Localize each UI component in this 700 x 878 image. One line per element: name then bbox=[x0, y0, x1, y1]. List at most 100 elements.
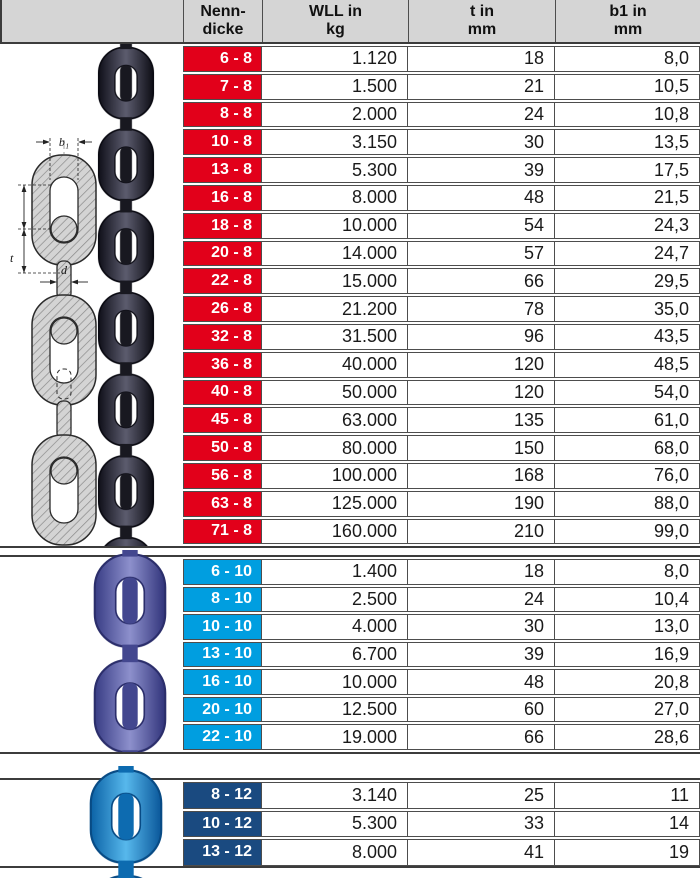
t-cell: 39 bbox=[408, 641, 555, 668]
wll-cell: 4.000 bbox=[262, 614, 408, 640]
table-row: 16 - 10 10.000 48 20,8 bbox=[183, 669, 700, 695]
size-cell: 16 - 8 bbox=[183, 184, 262, 211]
table-row: 10 - 12 5.300 33 14 bbox=[183, 810, 700, 838]
table-row: 32 - 8 31.500 96 43,5 bbox=[183, 323, 700, 350]
size-cell: 22 - 8 bbox=[183, 268, 262, 295]
b1-cell: 16,9 bbox=[555, 641, 700, 668]
size-cell: 40 - 8 bbox=[183, 379, 262, 406]
table-row: 10 - 10 4.000 30 13,0 bbox=[183, 614, 700, 640]
size-cell: 50 - 8 bbox=[183, 435, 262, 461]
header-wll-line2: kg bbox=[326, 21, 345, 38]
size-cell: 18 - 8 bbox=[183, 212, 262, 239]
table-row: 45 - 8 63.000 135 61,0 bbox=[183, 407, 700, 434]
table-row: 50 - 8 80.000 150 68,0 bbox=[183, 435, 700, 461]
t-cell: 30 bbox=[408, 129, 555, 156]
b1-cell: 54,0 bbox=[555, 379, 700, 406]
header-b1-line2: mm bbox=[613, 21, 643, 38]
b1-cell: 24,3 bbox=[555, 212, 700, 239]
table-row: 6 - 10 1.400 18 8,0 bbox=[183, 559, 700, 585]
b1-cell: 48,5 bbox=[555, 351, 700, 378]
table-row: 20 - 10 12.500 60 27,0 bbox=[183, 696, 700, 723]
wll-cell: 5.300 bbox=[262, 810, 408, 838]
size-cell: 8 - 8 bbox=[183, 101, 262, 128]
b1-cell: 99,0 bbox=[555, 518, 700, 545]
b1-cell: 88,0 bbox=[555, 490, 700, 517]
header-b1: b1 in mm bbox=[555, 0, 700, 42]
header-wll: WLL in kg bbox=[262, 0, 408, 42]
wll-cell: 21.200 bbox=[262, 296, 408, 322]
t-cell: 190 bbox=[408, 490, 555, 517]
diagram-d-label: d bbox=[61, 263, 68, 277]
b1-cell: 10,8 bbox=[555, 101, 700, 128]
section2-top-rule bbox=[0, 555, 700, 557]
wll-cell: 10.000 bbox=[262, 212, 408, 239]
header-b1-line1: b1 in bbox=[609, 3, 647, 21]
grade-12-table: 8 - 12 3.140 25 11 10 - 12 5.300 33 14 1… bbox=[183, 780, 700, 868]
table-row: 22 - 8 15.000 66 29,5 bbox=[183, 268, 700, 295]
b1-cell: 28,6 bbox=[555, 724, 700, 750]
b1-cell: 68,0 bbox=[555, 435, 700, 461]
wll-cell: 31.500 bbox=[262, 323, 408, 350]
size-cell: 63 - 8 bbox=[183, 490, 262, 517]
header-image-spacer bbox=[2, 0, 183, 42]
b1-cell: 43,5 bbox=[555, 323, 700, 350]
b1-cell: 13,0 bbox=[555, 614, 700, 640]
header-nenndicke: Nenn- dicke bbox=[183, 0, 262, 42]
t-cell: 18 bbox=[408, 559, 555, 585]
diagram-t-label: t bbox=[10, 251, 14, 265]
wll-cell: 12.500 bbox=[262, 696, 408, 723]
section3-bottom-rule bbox=[0, 866, 700, 868]
size-cell: 10 - 8 bbox=[183, 129, 262, 156]
b1-cell: 61,0 bbox=[555, 407, 700, 434]
wll-cell: 2.500 bbox=[262, 586, 408, 613]
t-cell: 60 bbox=[408, 696, 555, 723]
size-cell: 10 - 10 bbox=[183, 614, 262, 640]
table-row: 8 - 8 2.000 24 10,8 bbox=[183, 101, 700, 128]
size-cell: 13 - 12 bbox=[183, 839, 262, 866]
t-cell: 41 bbox=[408, 839, 555, 866]
t-cell: 25 bbox=[408, 782, 555, 809]
b1-cell: 27,0 bbox=[555, 696, 700, 723]
table-row: 18 - 8 10.000 54 24,3 bbox=[183, 212, 700, 239]
wll-cell: 6.700 bbox=[262, 641, 408, 668]
size-cell: 6 - 10 bbox=[183, 559, 262, 585]
table-row: 63 - 8 125.000 190 88,0 bbox=[183, 490, 700, 517]
b1-cell: 19 bbox=[555, 839, 700, 866]
table-header: Nenn- dicke WLL in kg t in mm b1 in mm bbox=[0, 0, 700, 44]
section3-top-rule bbox=[0, 778, 700, 780]
b1-cell: 14 bbox=[555, 810, 700, 838]
size-cell: 71 - 8 bbox=[183, 518, 262, 545]
t-cell: 168 bbox=[408, 462, 555, 489]
wll-cell: 160.000 bbox=[262, 518, 408, 545]
size-cell: 22 - 10 bbox=[183, 724, 262, 750]
t-cell: 135 bbox=[408, 407, 555, 434]
t-cell: 96 bbox=[408, 323, 555, 350]
table-row: 16 - 8 8.000 48 21,5 bbox=[183, 184, 700, 211]
t-cell: 48 bbox=[408, 669, 555, 695]
b1-cell: 8,0 bbox=[555, 46, 700, 72]
size-cell: 6 - 8 bbox=[183, 46, 262, 72]
diagram-b1-label: b₁ bbox=[59, 135, 69, 149]
size-cell: 16 - 10 bbox=[183, 669, 262, 695]
header-t: t in mm bbox=[408, 0, 555, 42]
size-cell: 20 - 8 bbox=[183, 240, 262, 267]
t-cell: 30 bbox=[408, 614, 555, 640]
grade-10-table-body: 6 - 10 1.400 18 8,0 8 - 10 2.500 24 10,4… bbox=[183, 559, 700, 750]
wll-cell: 1.400 bbox=[262, 559, 408, 585]
grade-8-chain-photo bbox=[92, 44, 160, 546]
table-row: 13 - 8 5.300 39 17,5 bbox=[183, 157, 700, 183]
t-cell: 78 bbox=[408, 296, 555, 322]
header-t-line2: mm bbox=[467, 21, 497, 38]
header-wll-line1: WLL in bbox=[308, 3, 363, 21]
wll-cell: 63.000 bbox=[262, 407, 408, 434]
b1-cell: 10,5 bbox=[555, 73, 700, 100]
t-cell: 150 bbox=[408, 435, 555, 461]
header-nenndicke-line2: dicke bbox=[202, 21, 244, 38]
size-cell: 7 - 8 bbox=[183, 73, 262, 100]
size-cell: 36 - 8 bbox=[183, 351, 262, 378]
size-cell: 10 - 12 bbox=[183, 810, 262, 838]
b1-cell: 29,5 bbox=[555, 268, 700, 295]
t-cell: 21 bbox=[408, 73, 555, 100]
size-cell: 20 - 10 bbox=[183, 696, 262, 723]
